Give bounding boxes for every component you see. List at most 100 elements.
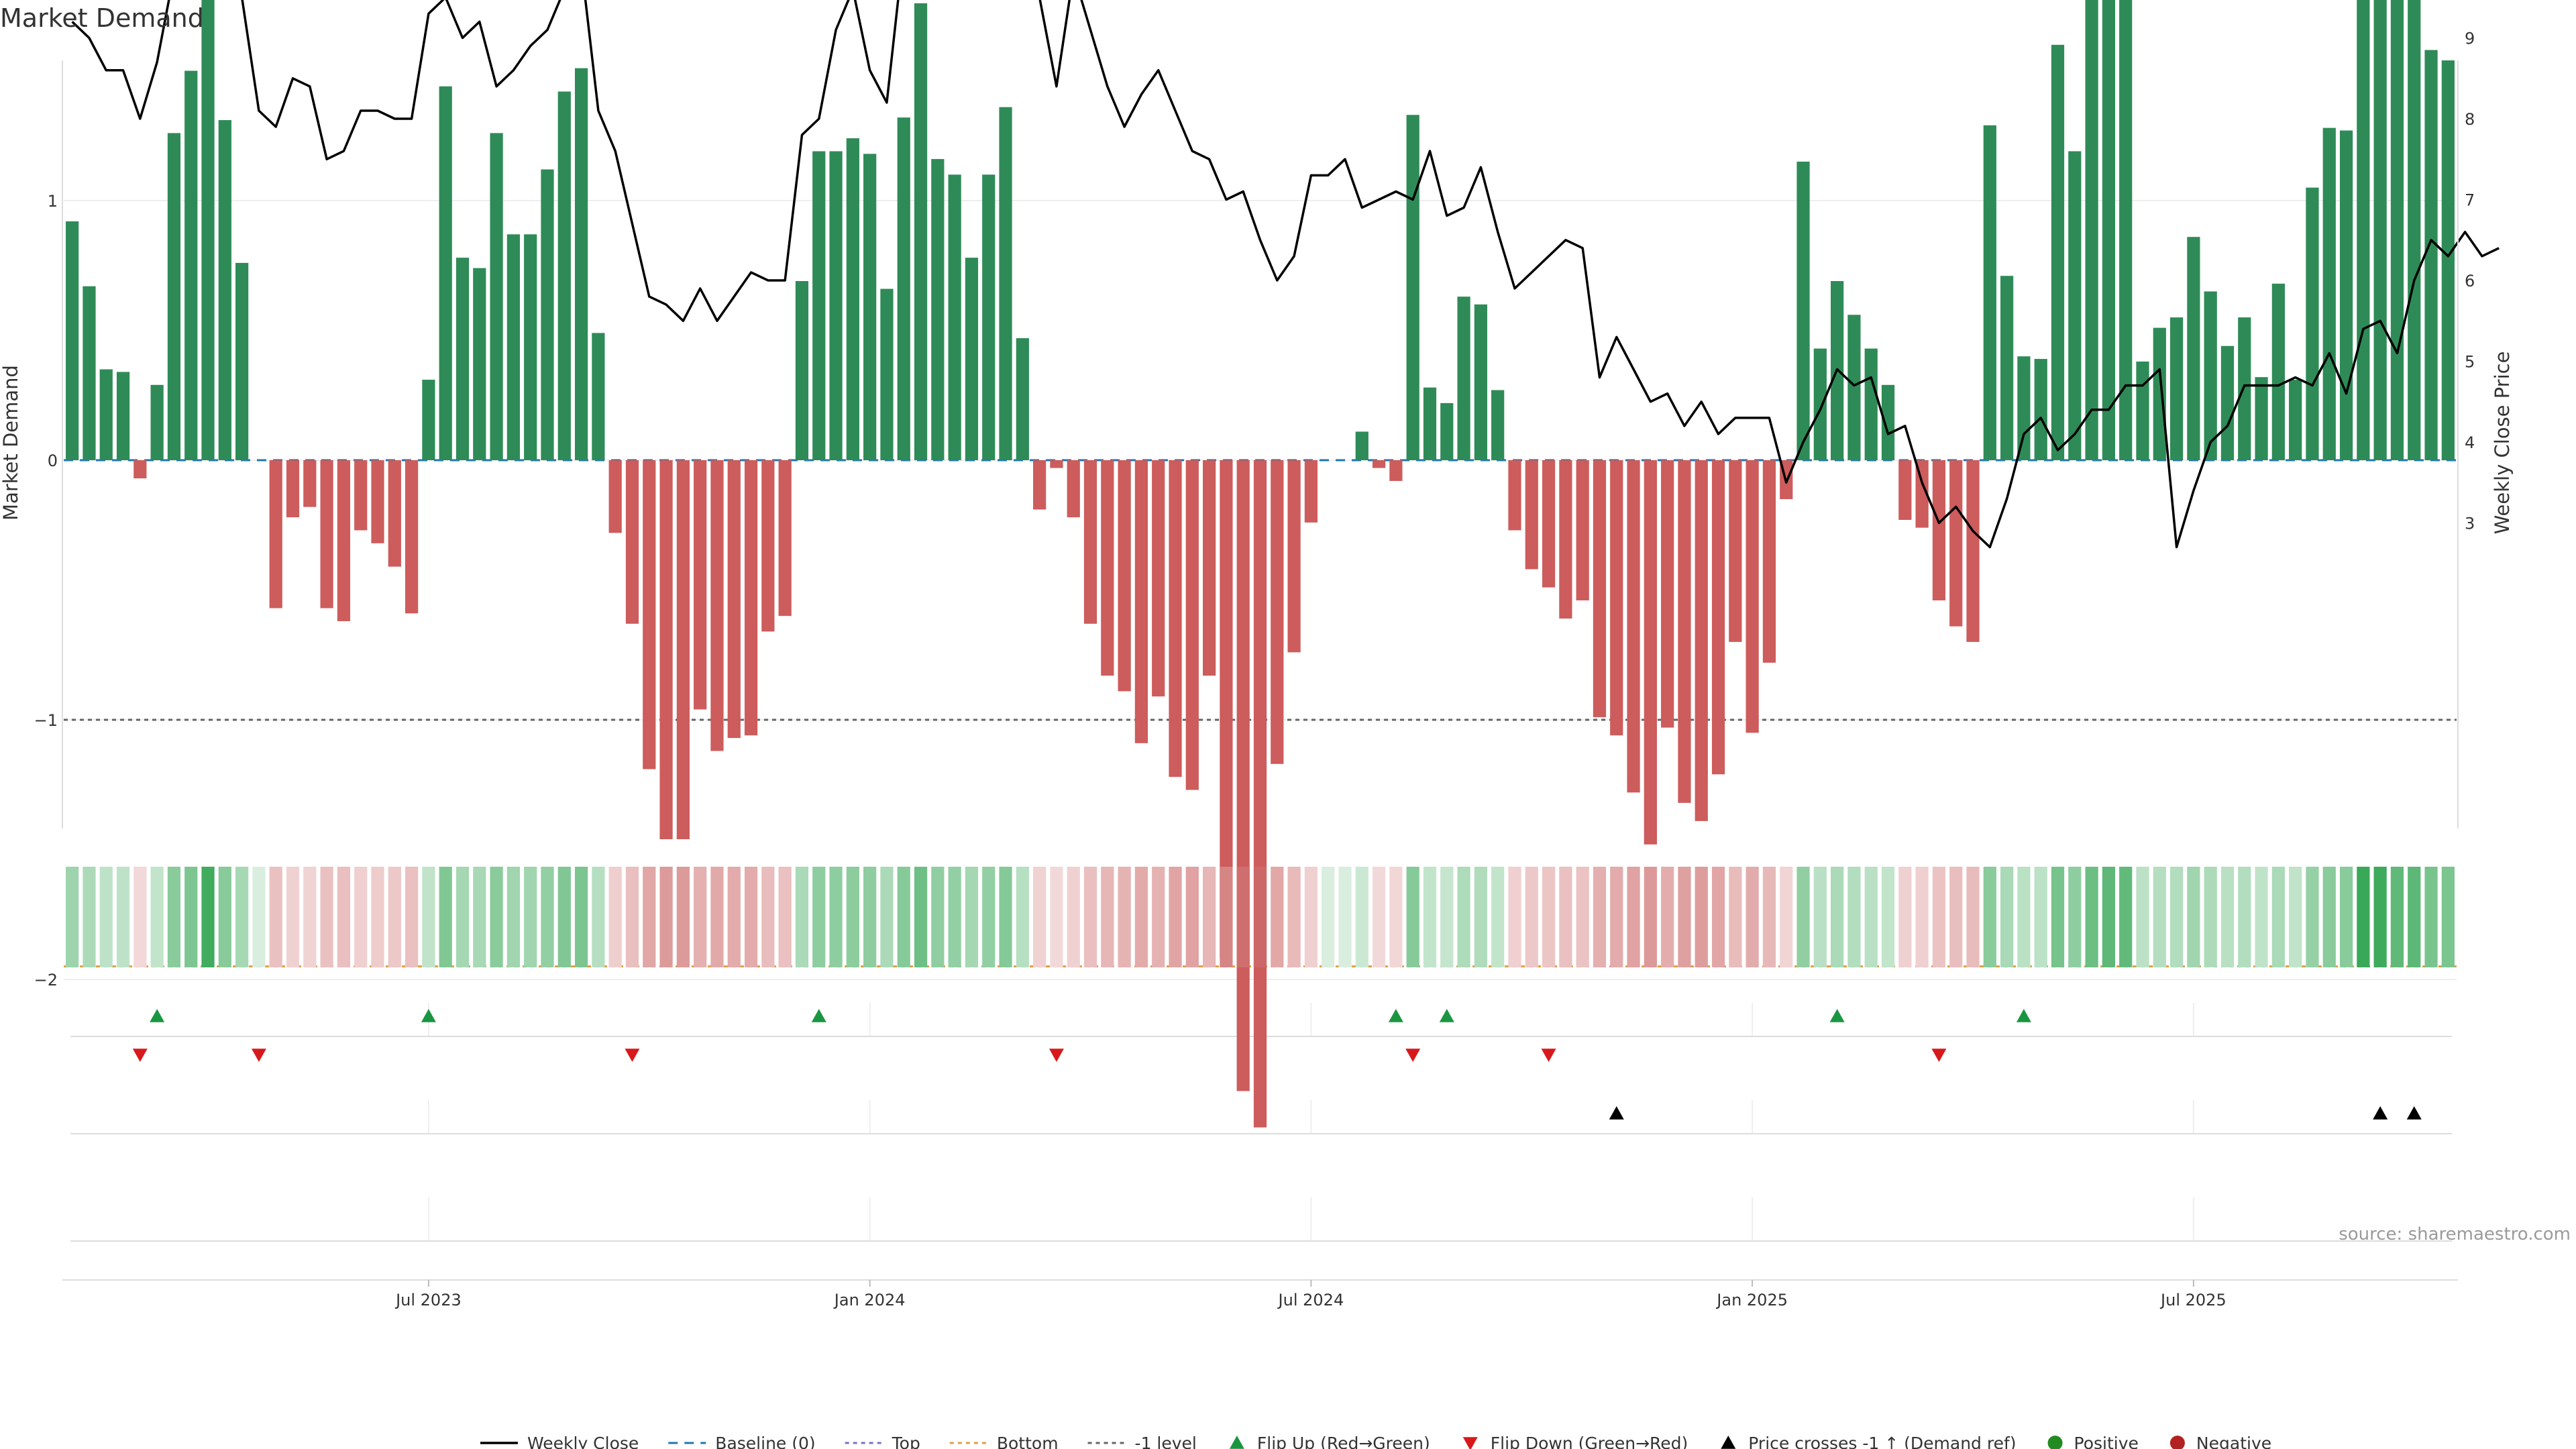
- demand-bar: [1152, 460, 1165, 697]
- heat-cell: [2119, 867, 2133, 967]
- demand-bar: [2000, 276, 2014, 460]
- demand-bar: [218, 120, 231, 460]
- heat-cell: [846, 867, 859, 967]
- weekly-close-line: [71, 0, 2500, 549]
- heat-cell: [1593, 867, 1607, 967]
- heat-cell: [2034, 867, 2047, 967]
- demand-bar: [1236, 460, 1250, 1091]
- demand-bar: [1457, 297, 1470, 460]
- heat-cell: [354, 867, 368, 967]
- heat-cell: [1949, 867, 1963, 967]
- demand-bar: [592, 333, 605, 460]
- heat-cell: [1610, 867, 1623, 967]
- heat-cell: [1762, 867, 1776, 967]
- y-right-tick-label: 5: [2465, 353, 2475, 372]
- heat-cell: [1932, 867, 1946, 967]
- demand-bar: [490, 133, 503, 460]
- heat-cell: [1304, 867, 1318, 967]
- demand-bar: [812, 151, 826, 460]
- demand-bar: [354, 460, 368, 531]
- demand-bar: [2136, 361, 2149, 460]
- flip-up-marker: [150, 1009, 165, 1022]
- demand-bar: [1932, 460, 1946, 600]
- heat-cell: [710, 867, 724, 967]
- demand-bar: [1355, 431, 1368, 460]
- demand-bar: [1542, 460, 1556, 588]
- demand-bar: [1678, 460, 1691, 803]
- heat-cell: [1033, 867, 1046, 967]
- demand-bar: [2339, 130, 2353, 460]
- heat-cell: [659, 867, 673, 967]
- heat-cell: [1338, 867, 1352, 967]
- heat-cell: [167, 867, 181, 967]
- demand-bar: [778, 460, 792, 616]
- heat-cell: [2136, 867, 2149, 967]
- heat-cell: [982, 867, 996, 967]
- heat-cell: [2102, 867, 2116, 967]
- heat-cell: [235, 867, 249, 967]
- demand-bar: [473, 268, 486, 460]
- demand-bar: [2322, 127, 2336, 460]
- demand-bar: [422, 380, 435, 460]
- legend-entry: Top: [845, 1434, 920, 1449]
- demand-bar: [846, 138, 859, 460]
- demand-bar: [829, 151, 843, 460]
- demand-bar: [897, 117, 910, 460]
- chart-title: Market Demand: [0, 3, 204, 33]
- legend-entry: -1 level: [1087, 1434, 1197, 1449]
- heat-cell: [2441, 867, 2455, 967]
- demand-bar: [1610, 460, 1623, 736]
- demand-bar: [744, 460, 758, 736]
- heat-cell: [1118, 867, 1131, 967]
- heat-cell: [1202, 867, 1216, 967]
- heat-cell: [1644, 867, 1657, 967]
- heat-cell: [1491, 867, 1505, 967]
- heat-cell: [812, 867, 826, 967]
- heat-cell: [1016, 867, 1029, 967]
- demand-bar: [1118, 460, 1131, 692]
- legend-swatch-triangle: [1229, 1436, 1244, 1449]
- y-axis-left-label: Market Demand: [0, 365, 22, 521]
- demand-bar: [1185, 460, 1199, 790]
- demand-bar: [1287, 460, 1301, 653]
- y-right-tick-label: 8: [2465, 110, 2475, 129]
- demand-bar: [235, 262, 249, 460]
- demand-bar: [405, 460, 419, 614]
- heat-cell: [1389, 867, 1403, 967]
- y-left-tick-label: −2: [34, 971, 58, 989]
- demand-bar: [625, 460, 639, 624]
- demand-bar: [2357, 0, 2370, 460]
- demand-bar: [1202, 460, 1216, 676]
- heat-cell: [1542, 867, 1556, 967]
- flip-up-marker: [1829, 1009, 1845, 1022]
- heat-cell: [643, 867, 656, 967]
- flip-up-marker: [811, 1009, 826, 1022]
- demand-bar: [1423, 387, 1437, 460]
- legend-swatch-dot: [2169, 1436, 2185, 1449]
- demand-bar: [1101, 460, 1114, 676]
- demand-bar: [1016, 338, 1029, 460]
- heat-cell: [1847, 867, 1861, 967]
- source-note: source: sharemaestro.com: [2339, 1224, 2571, 1244]
- demand-bar: [1169, 460, 1182, 777]
- flip-down-marker: [1049, 1049, 1064, 1062]
- heat-cell: [99, 867, 113, 967]
- heat-cell: [2051, 867, 2065, 967]
- heat-cell: [2238, 867, 2251, 967]
- heat-cell: [184, 867, 198, 967]
- demand-bar: [99, 369, 113, 460]
- demand-bar: [1576, 460, 1589, 600]
- demand-bar: [1881, 384, 1895, 460]
- heat-cell: [2068, 867, 2082, 967]
- demand-bar: [1966, 460, 1980, 642]
- heat-cell: [778, 867, 792, 967]
- legend-entry: Negative: [2169, 1434, 2271, 1449]
- heat-cell: [201, 867, 215, 967]
- demand-bar: [286, 460, 300, 518]
- x-tick-label: Jan 2025: [1715, 1291, 1788, 1309]
- demand-bar: [1661, 460, 1674, 728]
- heat-cell: [1813, 867, 1827, 967]
- heat-cell: [948, 867, 961, 967]
- demand-bar: [659, 460, 673, 840]
- demand-bar: [337, 460, 351, 621]
